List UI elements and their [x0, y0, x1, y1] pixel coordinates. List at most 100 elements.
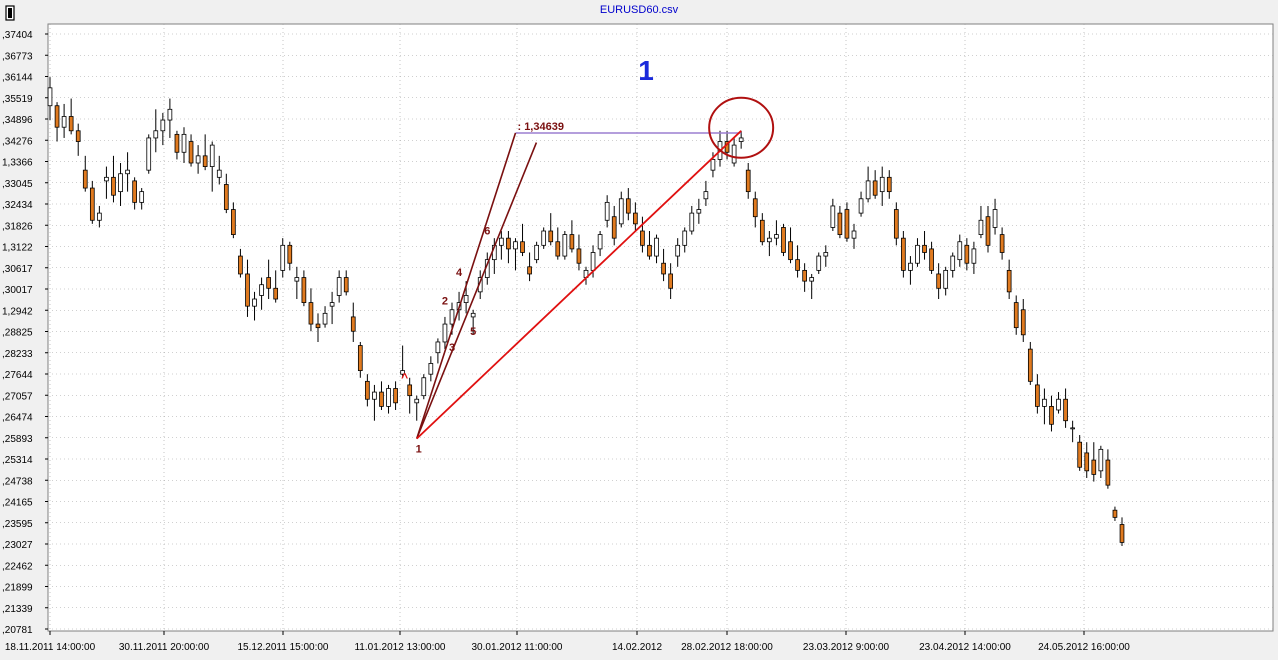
candle [964, 238, 970, 271]
candle-body [654, 237, 659, 257]
candle [625, 188, 631, 221]
candle [499, 231, 504, 260]
candle-body [273, 287, 279, 300]
candle [1042, 388, 1047, 425]
wave-label: 5 [470, 326, 476, 338]
candle [823, 245, 829, 267]
candle-body [964, 244, 970, 264]
candle [357, 341, 363, 378]
candle [929, 241, 934, 274]
candle-body [837, 212, 843, 235]
candle [97, 205, 102, 228]
candle [287, 241, 293, 271]
candle [611, 205, 617, 246]
big-wave-label: 1 [638, 55, 654, 86]
y-tick-label: ,27644 [2, 370, 33, 381]
y-tick-label: ,37404 [2, 30, 33, 41]
candle [195, 145, 201, 174]
candle [1098, 445, 1104, 478]
candle [696, 198, 702, 224]
y-tick-label: 1,3122 [2, 243, 33, 254]
candle-body [809, 277, 815, 282]
candle [978, 205, 984, 239]
candle [118, 163, 123, 206]
candle [633, 202, 638, 232]
candle-body [682, 230, 688, 246]
candle-body [999, 234, 1005, 253]
candle [365, 374, 370, 407]
candle [343, 270, 349, 296]
candle-body [1098, 448, 1104, 472]
candle-body [893, 209, 899, 239]
candle [393, 381, 398, 410]
candle [781, 223, 786, 257]
candle-body [259, 284, 264, 296]
candle-body [548, 230, 554, 243]
candle-body [506, 237, 511, 250]
y-tick-label: ,32434 [2, 200, 33, 211]
candle [936, 263, 941, 300]
candle-body [886, 176, 892, 193]
candle [238, 248, 243, 278]
candle [231, 202, 236, 239]
candle [379, 381, 384, 410]
candle-body [1042, 398, 1047, 407]
candle [745, 163, 751, 199]
y-tick-label: ,35519 [2, 94, 33, 105]
candle-body [731, 144, 737, 164]
candle-body [414, 398, 420, 404]
candle [336, 270, 342, 303]
candle [569, 220, 575, 253]
candle [788, 227, 793, 264]
candle-body [104, 176, 109, 182]
candle [308, 288, 314, 332]
wave-line-right [415, 142, 538, 439]
candle-body [1006, 269, 1012, 293]
candle-body [745, 169, 751, 193]
candle-body [767, 237, 772, 243]
candle-body [830, 205, 836, 228]
candle [950, 252, 956, 278]
candle-body [527, 266, 532, 275]
candle-body [365, 380, 370, 400]
y-tick-label: ,25893 [2, 434, 33, 445]
candle [1105, 449, 1111, 489]
x-tick-label: 23.03.2012 9:00:00 [803, 642, 890, 653]
candle [767, 231, 772, 257]
candle-body [174, 133, 180, 153]
candle [252, 291, 257, 321]
candle [442, 316, 448, 350]
candle [802, 263, 807, 292]
candle [132, 177, 137, 210]
candle-body [47, 87, 53, 107]
candle [266, 259, 271, 300]
candle [223, 173, 229, 214]
candle-body [992, 209, 998, 228]
x-tick-label: 30.11.2011 20:00:00 [119, 642, 210, 653]
x-tick-label: 18.11.2011 14:00:00 [5, 642, 96, 653]
y-tick-label: 1,3366 [2, 158, 33, 169]
candle-body [901, 237, 906, 271]
candle-body [322, 312, 328, 325]
candle-body [915, 244, 920, 264]
candle [879, 166, 885, 206]
y-tick-label: ,36144 [2, 73, 33, 84]
candle [865, 166, 871, 203]
highlight-circle [708, 96, 775, 159]
candle-body [167, 108, 173, 121]
x-tick-label: 23.04.2012 14:00:00 [919, 642, 1011, 653]
candle-body [350, 316, 356, 332]
y-tick-label: ,20781 [2, 625, 33, 636]
candle-body [1112, 509, 1118, 518]
candle-body [223, 184, 229, 210]
candle-body [238, 255, 243, 275]
candle [957, 234, 963, 267]
candle [562, 231, 568, 260]
candle-body [202, 155, 208, 167]
candle [640, 216, 645, 253]
candle-body [1119, 524, 1125, 543]
y-tick-label: ,31826 [2, 221, 33, 232]
y-tick-label: ,23595 [2, 519, 33, 530]
candle [541, 227, 547, 249]
